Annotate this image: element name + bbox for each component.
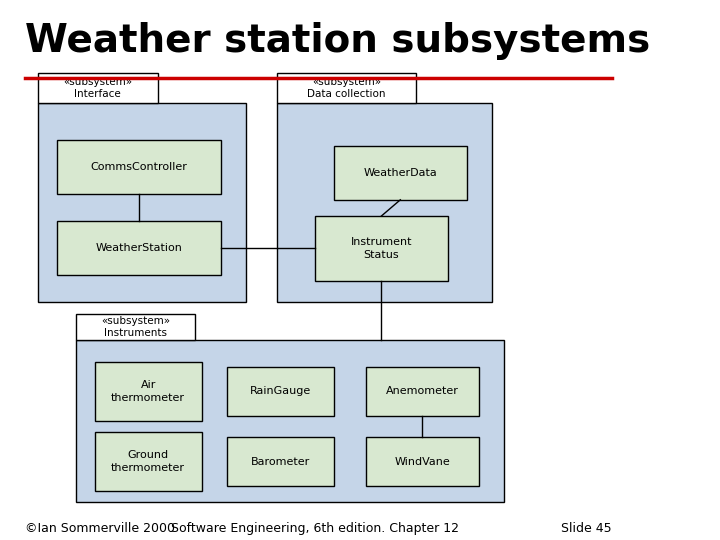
FancyBboxPatch shape xyxy=(334,146,467,200)
FancyBboxPatch shape xyxy=(38,73,158,103)
Text: RainGauge: RainGauge xyxy=(250,387,311,396)
FancyBboxPatch shape xyxy=(227,437,334,486)
FancyBboxPatch shape xyxy=(76,314,195,340)
Text: Software Engineering, 6th edition. Chapter 12: Software Engineering, 6th edition. Chapt… xyxy=(171,522,459,535)
Text: ©Ian Sommerville 2000: ©Ian Sommerville 2000 xyxy=(25,522,175,535)
FancyBboxPatch shape xyxy=(366,437,479,486)
FancyBboxPatch shape xyxy=(57,140,220,194)
FancyBboxPatch shape xyxy=(366,367,479,416)
Text: Anemometer: Anemometer xyxy=(386,387,459,396)
Text: CommsController: CommsController xyxy=(90,163,187,172)
FancyBboxPatch shape xyxy=(227,367,334,416)
Text: «subsystem»
Data collection: «subsystem» Data collection xyxy=(307,77,386,99)
Text: WeatherData: WeatherData xyxy=(364,168,437,178)
Text: Ground
thermometer: Ground thermometer xyxy=(111,450,185,473)
Text: Slide 45: Slide 45 xyxy=(561,522,611,535)
Text: WindVane: WindVane xyxy=(395,457,450,467)
FancyBboxPatch shape xyxy=(277,73,416,103)
FancyBboxPatch shape xyxy=(76,340,504,502)
Text: «subsystem»
Interface: «subsystem» Interface xyxy=(63,77,132,99)
Text: Instrument
Status: Instrument Status xyxy=(351,237,412,260)
Text: Air
thermometer: Air thermometer xyxy=(111,380,185,403)
Text: «subsystem»
Instruments: «subsystem» Instruments xyxy=(101,316,170,339)
FancyBboxPatch shape xyxy=(38,103,246,302)
FancyBboxPatch shape xyxy=(94,362,202,421)
FancyBboxPatch shape xyxy=(277,103,492,302)
FancyBboxPatch shape xyxy=(57,221,220,275)
FancyBboxPatch shape xyxy=(94,432,202,491)
Text: Weather station subsystems: Weather station subsystems xyxy=(25,22,650,59)
Text: WeatherStation: WeatherStation xyxy=(95,244,182,253)
Text: Barometer: Barometer xyxy=(251,457,310,467)
FancyBboxPatch shape xyxy=(315,216,448,281)
